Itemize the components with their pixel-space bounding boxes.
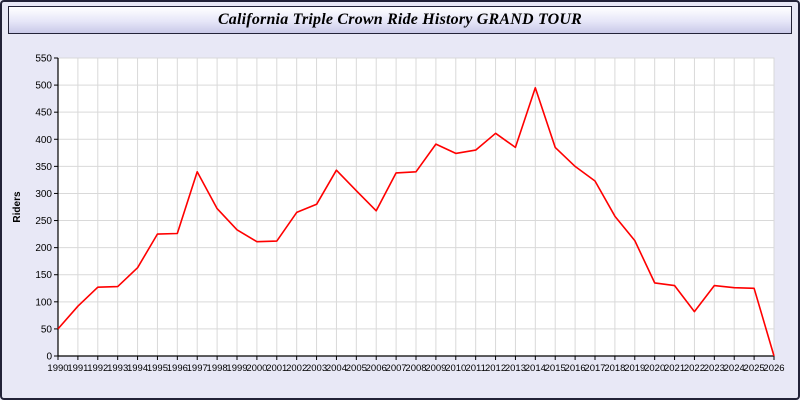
x-tick-label: 2013 bbox=[505, 363, 526, 374]
x-tick-label: 2017 bbox=[584, 363, 605, 374]
chart-title-bar: California Triple Crown Ride History GRA… bbox=[8, 6, 792, 34]
x-tick-label: 2006 bbox=[366, 363, 387, 374]
y-tick-label: 250 bbox=[35, 216, 52, 227]
y-tick-label: 500 bbox=[35, 81, 52, 92]
y-axis-label: Riders bbox=[12, 191, 23, 223]
x-tick-label: 2014 bbox=[525, 363, 546, 374]
x-tick-label: 1998 bbox=[207, 363, 228, 374]
y-tick-label: 50 bbox=[41, 324, 53, 335]
x-tick-label: 2022 bbox=[684, 363, 705, 374]
chart-panel: 0 50 100 150 200 250 300 350 400 450 500 550 1990 199… bbox=[6, 42, 796, 394]
x-tick-label: 1996 bbox=[167, 363, 188, 374]
x-tick-label: 2008 bbox=[405, 363, 426, 374]
x-tick-label: 2015 bbox=[545, 363, 566, 374]
y-tick-label: 300 bbox=[35, 189, 52, 200]
x-tick-label: 2003 bbox=[306, 363, 327, 374]
y-tick-label: 0 bbox=[46, 352, 52, 363]
x-tick-label: 2016 bbox=[565, 363, 586, 374]
x-tick-label: 1992 bbox=[87, 363, 108, 374]
x-tick-label: 2020 bbox=[644, 363, 665, 374]
x-tick-label: 2007 bbox=[386, 363, 407, 374]
x-tick-label: 2024 bbox=[724, 363, 745, 374]
y-tick-label: 550 bbox=[35, 54, 52, 65]
y-tick-label: 200 bbox=[35, 243, 52, 254]
x-tick-label: 2021 bbox=[664, 363, 685, 374]
x-tick-label: 2026 bbox=[763, 363, 784, 374]
x-tick-label: 2001 bbox=[266, 363, 287, 374]
x-tick-label: 1999 bbox=[226, 363, 247, 374]
x-tick-label: 2011 bbox=[465, 363, 485, 374]
x-tick-label: 1993 bbox=[107, 363, 128, 374]
x-tick-label: 2018 bbox=[604, 363, 625, 374]
ride-history-line-chart: 0501001502002503003504004505005501990199… bbox=[12, 54, 785, 375]
y-tick-label: 400 bbox=[35, 135, 52, 146]
x-tick-label: 1990 bbox=[47, 363, 68, 374]
x-tick-label: 2005 bbox=[346, 363, 367, 374]
x-tick-label: 1995 bbox=[147, 363, 168, 374]
x-tick-label: 2002 bbox=[286, 363, 307, 374]
x-tick-label: 1991 bbox=[67, 363, 88, 374]
x-tick-label: 2000 bbox=[246, 363, 267, 374]
x-tick-label: 2009 bbox=[425, 363, 446, 374]
x-tick-label: 1994 bbox=[127, 363, 148, 374]
x-tick-label: 2019 bbox=[624, 363, 645, 374]
y-tick-label: 150 bbox=[35, 270, 52, 281]
riders-series-line bbox=[57, 86, 775, 357]
y-tick-label: 100 bbox=[35, 297, 52, 308]
x-tick-label: 2012 bbox=[485, 363, 506, 374]
x-tick-label: 2025 bbox=[744, 363, 765, 374]
x-tick-label: 2010 bbox=[445, 363, 466, 374]
y-tick-label: 450 bbox=[35, 108, 52, 119]
y-tick-label: 350 bbox=[35, 162, 52, 173]
chart-title: California Triple Crown Ride History GRA… bbox=[217, 11, 583, 28]
x-tick-label: 1997 bbox=[187, 363, 208, 374]
x-tick-label: 2023 bbox=[704, 363, 725, 374]
x-tick-label: 2004 bbox=[326, 363, 347, 374]
